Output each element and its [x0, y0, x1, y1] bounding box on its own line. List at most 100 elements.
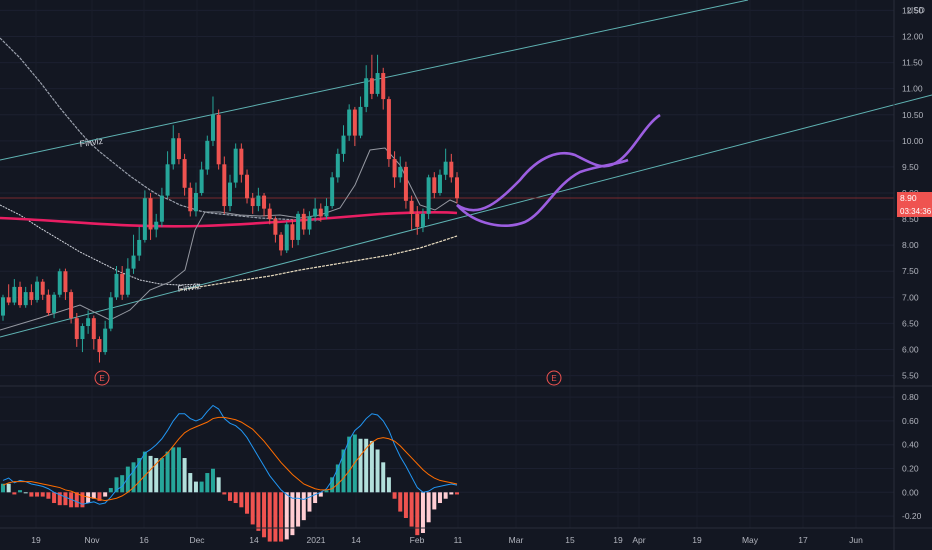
- histogram-bar: [296, 492, 301, 527]
- histogram-bar: [250, 492, 255, 525]
- histogram-bar: [131, 462, 136, 493]
- candle: [165, 151, 170, 199]
- candle-body: [324, 206, 329, 217]
- candle: [35, 276, 40, 303]
- candle-body: [131, 255, 136, 269]
- candle-body: [52, 294, 57, 313]
- candle-body: [199, 169, 204, 193]
- stepped-moving-average: [0, 37, 320, 221]
- candle: [324, 198, 329, 220]
- candle-body: [137, 239, 142, 256]
- candle: [193, 182, 198, 217]
- histogram-bar: [199, 481, 204, 493]
- candle: [222, 156, 227, 214]
- histogram-bar: [403, 492, 408, 519]
- price-tick-label: 6.00: [902, 344, 919, 354]
- histogram-bar: [364, 438, 369, 493]
- candle-body: [364, 78, 369, 107]
- price-axis[interactable]: 12.5012.0011.5011.0010.5010.009.509.008.…: [902, 5, 924, 380]
- earnings-marker[interactable]: E: [94, 370, 110, 386]
- time-tick-label: 14: [249, 535, 259, 545]
- candle: [301, 208, 306, 235]
- candle: [12, 279, 17, 306]
- histogram-bar: [159, 458, 164, 493]
- candle-body: [148, 198, 153, 230]
- candle: [131, 234, 136, 274]
- candle: [154, 213, 159, 238]
- earnings-marker-label: E: [99, 374, 104, 383]
- price-tick-label: 12.00: [902, 32, 924, 42]
- candle: [437, 169, 442, 196]
- histogram-bar: [63, 492, 68, 506]
- macd-tick-label: 0.00: [902, 487, 919, 497]
- histogram-bar: [267, 492, 272, 542]
- candle-body: [108, 297, 113, 329]
- candle-body: [114, 273, 119, 298]
- time-tick-label: 19: [31, 535, 41, 545]
- candle: [330, 172, 335, 209]
- candle-body: [279, 234, 284, 251]
- macd-line: [2, 404, 458, 505]
- histogram-bar: [369, 440, 374, 493]
- time-tick-label: Feb: [410, 535, 425, 545]
- candle-body: [256, 195, 261, 207]
- candle-body: [262, 195, 267, 209]
- candle: [415, 206, 420, 235]
- histogram-bar: [301, 492, 306, 521]
- channel-upper-line: [0, 0, 749, 161]
- candle: [347, 104, 352, 141]
- histogram-bar: [23, 492, 28, 494]
- candle: [352, 106, 357, 147]
- candle: [171, 125, 176, 170]
- histogram-bar: [188, 473, 193, 493]
- histogram-bar: [12, 492, 17, 495]
- candle: [176, 133, 181, 165]
- histogram-bar: [176, 447, 181, 493]
- histogram-bar: [279, 492, 284, 542]
- price-tick-label: 6.50: [902, 318, 919, 328]
- candle: [63, 268, 68, 300]
- time-axis[interactable]: 19 Nov 16 Dec 14 2021 14 Feb 11 Mar 15 19 Apr 19 May 17…: [31, 535, 863, 545]
- candle: [409, 195, 414, 230]
- macd-axis[interactable]: 0.80 0.60 0.40 0.20 0.00 -0.20: [902, 392, 922, 521]
- histogram-bar: [375, 449, 380, 493]
- earnings-marker[interactable]: E: [546, 370, 562, 386]
- candle: [455, 172, 459, 204]
- candle-body: [193, 193, 198, 212]
- time-tick-label: May: [742, 535, 759, 545]
- histogram-bar: [455, 492, 459, 495]
- histogram-bar: [335, 464, 340, 493]
- candle-body: [313, 208, 318, 217]
- annotation-text: Finviz: [79, 136, 104, 149]
- candle: [125, 258, 130, 298]
- candle: [159, 187, 164, 227]
- candle-body: [86, 318, 91, 327]
- time-tick-label: 15: [565, 535, 575, 545]
- candle-body: [358, 106, 363, 136]
- histogram-bar: [233, 492, 238, 504]
- time-tick-label: Mar: [509, 535, 524, 545]
- candle: [46, 289, 51, 316]
- histogram-bar: [443, 492, 448, 499]
- candle-body: [57, 271, 62, 295]
- candle-body: [239, 148, 244, 175]
- candle-body: [23, 292, 28, 306]
- candle: [250, 193, 255, 214]
- earnings-marker-label: E: [551, 374, 556, 383]
- last-price-badge: 8.90 03:34:36: [897, 192, 932, 217]
- candle-body: [12, 286, 17, 303]
- price-tick-label: 8.00: [902, 240, 919, 250]
- time-tick-label: 17: [798, 535, 808, 545]
- price-tick-label: 10.00: [902, 136, 924, 146]
- histogram-bar: [426, 492, 431, 523]
- candle-body: [18, 286, 23, 306]
- histogram-bar: [74, 492, 79, 508]
- candle: [205, 135, 210, 175]
- histogram-bar: [392, 492, 397, 499]
- candle: [335, 148, 340, 183]
- candle-body: [409, 200, 414, 214]
- histogram-bar: [46, 492, 51, 499]
- histogram-bar: [324, 490, 329, 493]
- price-tick-label: 12.50: [902, 5, 924, 15]
